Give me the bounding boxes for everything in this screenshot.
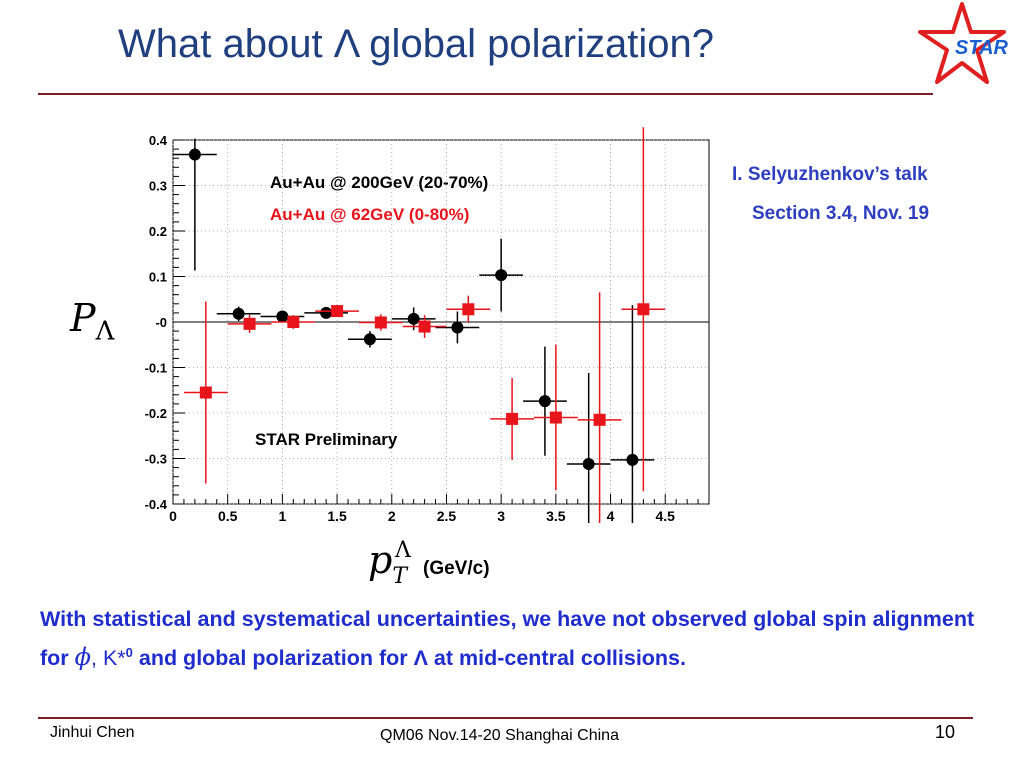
polarization-chart: 0 0.5 1 1.5 2 2.5 3 3.5 4 4.5 0.4 0.3 0.2 0.1 -0 -0.1 -0… — [145, 127, 710, 523]
legend-entry: Au+Au @ 62GeV (0-80%) — [270, 205, 469, 224]
x-tick-label: 2.5 — [437, 508, 457, 523]
data-point-200gev — [188, 148, 201, 161]
data-point-62gev — [374, 316, 387, 329]
y-tick-label: 0.2 — [149, 224, 167, 239]
star-logo-text: STAR — [955, 37, 1009, 59]
x-tick-label: 2 — [388, 508, 396, 523]
data-point-200gev — [626, 453, 639, 466]
y-tick-label: -0.1 — [145, 361, 167, 376]
star-logo-shape — [918, 2, 1006, 84]
x-tick-label: 0 — [169, 508, 177, 523]
footer-author: Jinhui Chen — [50, 724, 135, 741]
data-point-200gev — [495, 269, 508, 282]
conclusion-part1: With statistical and systematical uncert… — [40, 607, 975, 671]
y-tick-label: 0.1 — [149, 270, 167, 285]
data-point-62gev — [199, 386, 212, 399]
page-number: 10 — [935, 722, 956, 742]
data-point-200gev — [407, 312, 420, 325]
data-point-62gev — [331, 305, 344, 318]
phi-symbol: ϕ — [74, 643, 91, 672]
kstar-superscript: 0 — [125, 645, 133, 660]
x-tick-label: 3 — [497, 508, 505, 523]
y-tick-label: -0 — [155, 315, 167, 330]
legend-entry: Au+Au @ 200GeV (20-70%) — [270, 173, 488, 192]
x-axis-superscript: Λ — [395, 538, 411, 563]
y-axis-symbol: P — [70, 296, 96, 340]
y-axis-subscript: Λ — [95, 316, 115, 347]
x-axis-unit: (GeV/c) — [423, 558, 490, 579]
data-point-200gev — [582, 457, 595, 470]
slide-title: What about Λ global polarization? — [118, 22, 714, 66]
y-tick-label: 0.4 — [149, 133, 168, 148]
y-tick-label: -0.4 — [145, 497, 168, 512]
footer-divider — [38, 717, 973, 719]
conclusion-text: With statistical and systematical uncert… — [40, 602, 990, 675]
x-axis-symbol: p — [368, 538, 393, 582]
x-tick-label: 3.5 — [546, 508, 566, 523]
data-point-62gev — [549, 411, 562, 424]
data-point-200gev — [276, 310, 289, 323]
x-tick-label: 4.5 — [656, 508, 676, 523]
data-point-200gev — [320, 306, 333, 319]
reference-talk: I. Selyuzhenkov’s talk — [732, 164, 928, 185]
data-point-62gev — [418, 320, 431, 333]
x-tick-label: 0.5 — [218, 508, 238, 523]
data-point-200gev — [363, 333, 376, 346]
data-point-200gev — [232, 307, 245, 320]
data-point-200gev — [451, 321, 464, 334]
data-point-200gev — [538, 395, 551, 408]
y-tick-label: -0.2 — [145, 406, 167, 421]
x-tick-label: 1.5 — [327, 508, 347, 523]
preliminary-label: STAR Preliminary — [255, 430, 398, 449]
x-tick-label: 4 — [607, 508, 615, 523]
star-logo: STAR — [918, 2, 1009, 84]
data-point-62gev — [243, 317, 256, 330]
conclusion-part3: and global polarization for Λ at mid-cen… — [132, 646, 686, 671]
data-point-62gev — [637, 303, 650, 316]
title-divider — [38, 93, 933, 95]
data-point-62gev — [506, 412, 519, 425]
data-point-62gev — [287, 316, 300, 328]
y-tick-label: -0.3 — [145, 452, 167, 467]
x-tick-label: 1 — [278, 508, 286, 523]
data-point-62gev — [593, 413, 606, 426]
data-point-62gev — [462, 303, 475, 316]
y-tick-label: 0.3 — [149, 179, 167, 194]
x-axis-subscript: T — [392, 564, 408, 589]
x-axis-label: pTΛ — [368, 538, 423, 589]
y-axis-label: PΛ — [70, 296, 114, 347]
reference-section: Section 3.4, Nov. 19 — [752, 203, 930, 224]
conclusion-part2: , K* — [91, 646, 126, 671]
footer-conference: QM06 Nov.14-20 Shanghai China — [380, 727, 619, 744]
